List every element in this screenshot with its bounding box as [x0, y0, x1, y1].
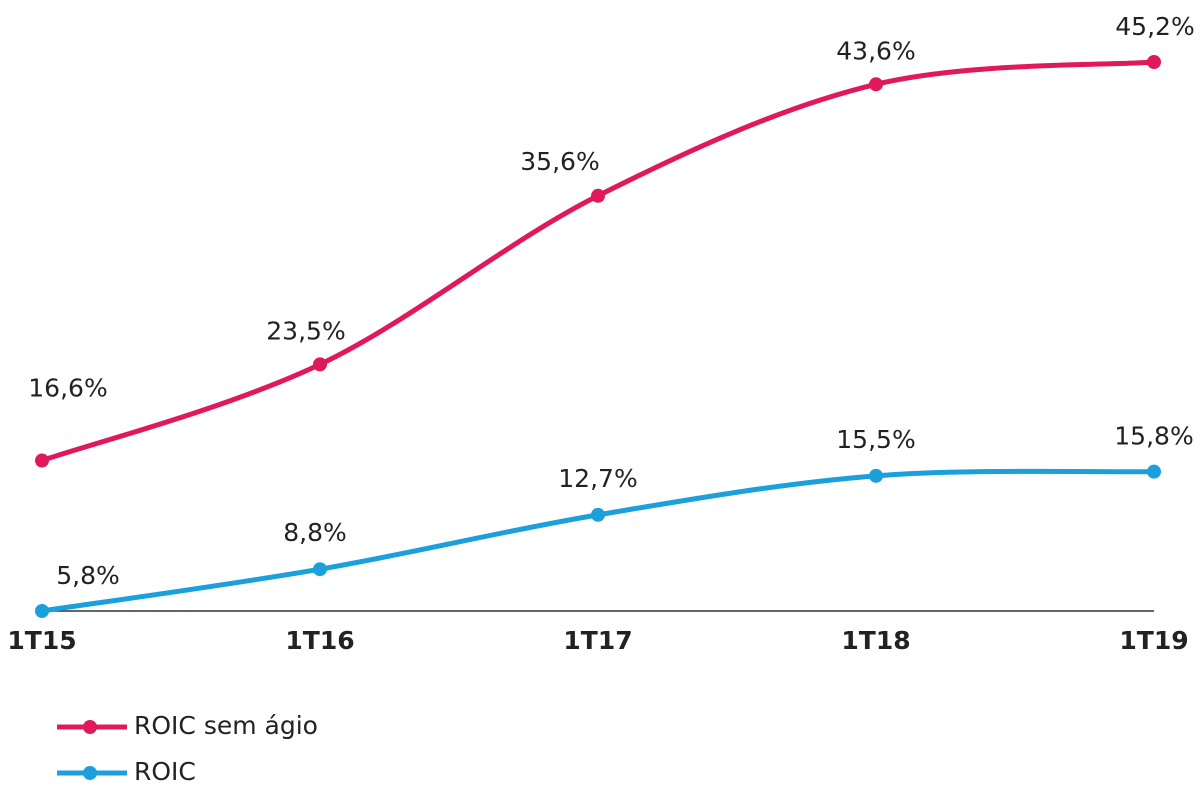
data-label: 15,5%: [836, 425, 915, 454]
data-label: 8,8%: [283, 518, 347, 547]
x-tick-label: 1T18: [841, 626, 910, 655]
legend-marker: [83, 766, 97, 780]
data-point: [35, 604, 49, 618]
data-label: 12,7%: [558, 464, 637, 493]
data-point: [1147, 55, 1161, 69]
data-point: [313, 357, 327, 372]
data-point: [869, 468, 883, 483]
data-label: 35,6%: [520, 147, 599, 176]
data-label: 23,5%: [266, 316, 345, 345]
legend-marker: [83, 720, 97, 734]
x-tick-label: 1T19: [1119, 626, 1188, 655]
x-tick-label: 1T17: [563, 626, 632, 655]
data-label: 45,2%: [1115, 12, 1194, 41]
data-point: [35, 453, 49, 468]
data-point: [591, 507, 605, 522]
x-tick-label: 1T15: [7, 626, 76, 655]
data-point: [313, 562, 327, 577]
series-line: [41, 59, 1155, 463]
data-label: 15,8%: [1114, 422, 1193, 451]
data-point: [1147, 464, 1161, 479]
data-point: [869, 77, 883, 92]
legend-label: ROIC sem ágio: [134, 711, 318, 740]
data-label: 16,6%: [28, 374, 107, 403]
data-label: 43,6%: [836, 36, 915, 65]
x-tick-label: 1T16: [285, 626, 354, 655]
legend-label: ROIC: [134, 757, 196, 786]
data-point: [591, 188, 605, 203]
data-label: 5,8%: [56, 561, 120, 590]
